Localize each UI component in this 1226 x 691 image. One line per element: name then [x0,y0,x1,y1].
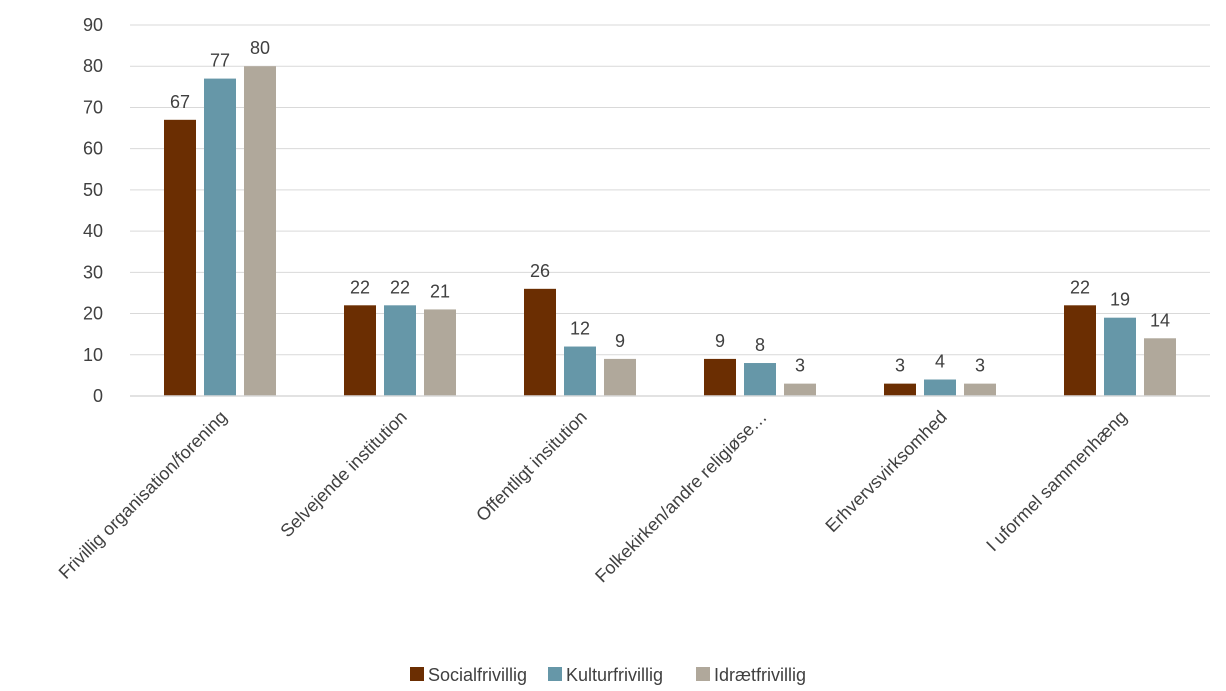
data-labels: 67 77 80 22 22 21 26 12 9 9 8 3 3 4 3 22 19 14 [170,38,1170,375]
data-label: 80 [250,38,270,58]
y-tick-label: 80 [83,56,103,76]
bar-kulturfrivillig [744,363,776,396]
bar-kulturfrivillig [384,305,416,396]
category-label: Folkekirken/andre religiøse… [591,407,771,587]
bar-kulturfrivillig [564,346,596,396]
data-label: 67 [170,92,190,112]
bar-idrætfrivillig [424,309,456,396]
legend-label: Idrætfrivillig [714,665,806,685]
bar-socialfrivillig [704,358,736,396]
category-label: Erhvervsvirksomhed [821,407,950,536]
legend-swatch [410,667,424,681]
data-label: 26 [530,261,550,281]
legend-swatch [696,667,710,681]
bar-socialfrivillig [524,288,556,396]
category-label: I uformel sammenhæng [982,407,1131,556]
y-axis-ticks: 0 10 20 30 40 50 60 70 80 90 [83,15,103,406]
data-label: 8 [755,335,765,355]
data-label: 12 [570,319,590,339]
bar-kulturfrivillig [204,78,236,396]
y-tick-label: 70 [83,97,103,117]
data-label: 19 [1110,290,1130,310]
bar-kulturfrivillig [1104,317,1136,396]
bar-idrætfrivillig [964,383,996,396]
bar-idrætfrivillig [784,383,816,396]
data-label: 3 [795,356,805,376]
bars [164,66,1176,397]
legend-swatch [548,667,562,681]
y-tick-label: 30 [83,262,103,282]
data-label: 21 [430,281,450,301]
data-label: 3 [895,356,905,376]
y-tick-label: 90 [83,15,103,35]
legend-label: Socialfrivillig [428,665,527,685]
bar-socialfrivillig [1064,305,1096,396]
category-labels: Frivillig organisation/forening Selvejend… [55,407,1131,587]
category-label: Offentligt insitution [472,407,591,526]
legend: Socialfrivillig Kulturfrivillig Idrætfrivi… [410,665,806,685]
y-tick-label: 10 [83,345,103,365]
bar-idrætfrivillig [604,358,636,396]
y-tick-label: 40 [83,221,103,241]
data-label: 9 [715,331,725,351]
data-label: 14 [1150,310,1170,330]
data-label: 22 [1070,277,1090,297]
bar-socialfrivillig [884,383,916,396]
bar-idrætfrivillig [244,66,276,396]
data-label: 22 [390,277,410,297]
data-label: 9 [615,331,625,351]
y-tick-label: 20 [83,304,103,324]
legend-item-socialfrivillig: Socialfrivillig [410,665,527,685]
data-label: 77 [210,51,230,71]
y-tick-label: 60 [83,139,103,159]
bar-kulturfrivillig [924,379,956,396]
bar-socialfrivillig [344,305,376,396]
legend-item-idrætfrivillig: Idrætfrivillig [696,665,806,685]
y-tick-label: 0 [93,386,103,406]
data-label: 22 [350,277,370,297]
legend-item-kulturfrivillig: Kulturfrivillig [548,665,663,685]
bar-idrætfrivillig [1144,338,1176,396]
category-label: Frivillig organisation/forening [55,407,231,583]
legend-label: Kulturfrivillig [566,665,663,685]
category-label: Selvejende institution [276,407,410,541]
y-tick-label: 50 [83,180,103,200]
data-label: 3 [975,356,985,376]
bar-socialfrivillig [164,119,196,397]
gridlines [130,24,1210,356]
data-label: 4 [935,352,945,372]
